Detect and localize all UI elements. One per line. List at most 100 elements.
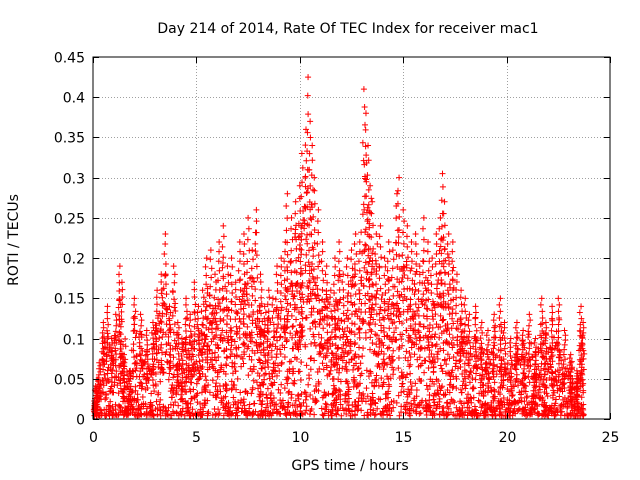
data-point — [120, 341, 127, 348]
data-point — [394, 200, 401, 207]
data-point — [459, 370, 466, 377]
data-point — [310, 319, 317, 326]
data-point — [315, 387, 322, 394]
data-point — [264, 385, 271, 392]
data-point — [360, 86, 367, 93]
data-point — [298, 150, 305, 157]
data-point — [191, 338, 198, 345]
data-point — [349, 274, 356, 281]
data-point — [170, 329, 177, 336]
data-point — [277, 333, 284, 340]
data-point — [289, 345, 296, 352]
x-tick-label: 20 — [499, 430, 517, 446]
data-point — [504, 360, 511, 367]
data-point — [472, 339, 479, 346]
data-point — [252, 297, 259, 304]
data-point — [416, 410, 423, 417]
data-point — [200, 294, 207, 301]
data-point — [337, 401, 344, 408]
data-point — [462, 321, 469, 328]
data-point — [253, 324, 260, 331]
data-point — [165, 333, 172, 340]
data-point — [157, 326, 164, 333]
data-point — [311, 339, 318, 346]
data-point — [256, 372, 263, 379]
x-tick-label: 15 — [395, 430, 413, 446]
data-point — [216, 300, 223, 307]
data-point — [137, 368, 144, 375]
data-point — [204, 397, 211, 404]
data-point — [233, 308, 240, 315]
data-point — [579, 371, 586, 378]
data-point — [466, 339, 473, 346]
data-point — [244, 323, 251, 330]
data-point — [368, 210, 375, 217]
data-point — [517, 361, 524, 368]
data-point — [436, 395, 443, 402]
data-point — [487, 360, 494, 367]
data-point — [166, 370, 173, 377]
data-point — [396, 226, 403, 233]
data-point — [426, 328, 433, 335]
data-point — [549, 321, 556, 328]
data-point — [289, 334, 296, 341]
data-point — [434, 401, 441, 408]
data-point — [295, 254, 302, 261]
data-point — [361, 264, 368, 271]
data-point — [237, 286, 244, 293]
data-point — [371, 412, 378, 419]
data-point — [389, 320, 396, 327]
data-point — [526, 411, 533, 418]
data-point — [390, 292, 397, 299]
data-point — [399, 331, 406, 338]
data-point — [207, 256, 214, 263]
data-point — [393, 215, 400, 222]
data-point — [298, 251, 305, 258]
data-point — [424, 344, 431, 351]
data-point — [315, 252, 322, 259]
data-point — [310, 331, 317, 338]
data-point — [209, 412, 216, 419]
data-point — [308, 406, 315, 413]
data-point — [335, 315, 342, 322]
data-point — [165, 339, 172, 346]
data-point — [257, 392, 264, 399]
data-point — [355, 354, 362, 361]
data-point — [501, 335, 508, 342]
data-point — [477, 335, 484, 342]
data-point — [120, 375, 127, 382]
data-point — [288, 312, 295, 319]
data-point — [292, 198, 299, 205]
data-point — [206, 301, 213, 308]
data-point — [526, 322, 533, 329]
data-point — [478, 319, 485, 326]
data-point — [380, 412, 387, 419]
data-point — [277, 350, 284, 357]
data-point — [287, 330, 294, 337]
data-point — [366, 309, 373, 316]
data-point — [299, 179, 306, 186]
data-point — [162, 331, 169, 338]
data-point — [212, 271, 219, 278]
data-point — [307, 325, 314, 332]
data-point — [337, 396, 344, 403]
data-point — [361, 121, 368, 128]
data-point — [359, 320, 366, 327]
data-point — [153, 322, 160, 329]
data-point — [298, 193, 305, 200]
data-point — [132, 334, 139, 341]
data-point — [426, 321, 433, 328]
data-point — [233, 323, 240, 330]
data-point — [396, 412, 403, 419]
data-point — [188, 332, 195, 339]
data-point — [204, 342, 211, 349]
data-point — [403, 348, 410, 355]
data-point — [308, 340, 315, 347]
data-point — [249, 368, 256, 375]
data-point — [329, 407, 336, 414]
data-point — [277, 390, 284, 397]
data-point — [162, 281, 169, 288]
data-point — [213, 321, 220, 328]
data-point — [399, 342, 406, 349]
data-point — [345, 281, 352, 288]
